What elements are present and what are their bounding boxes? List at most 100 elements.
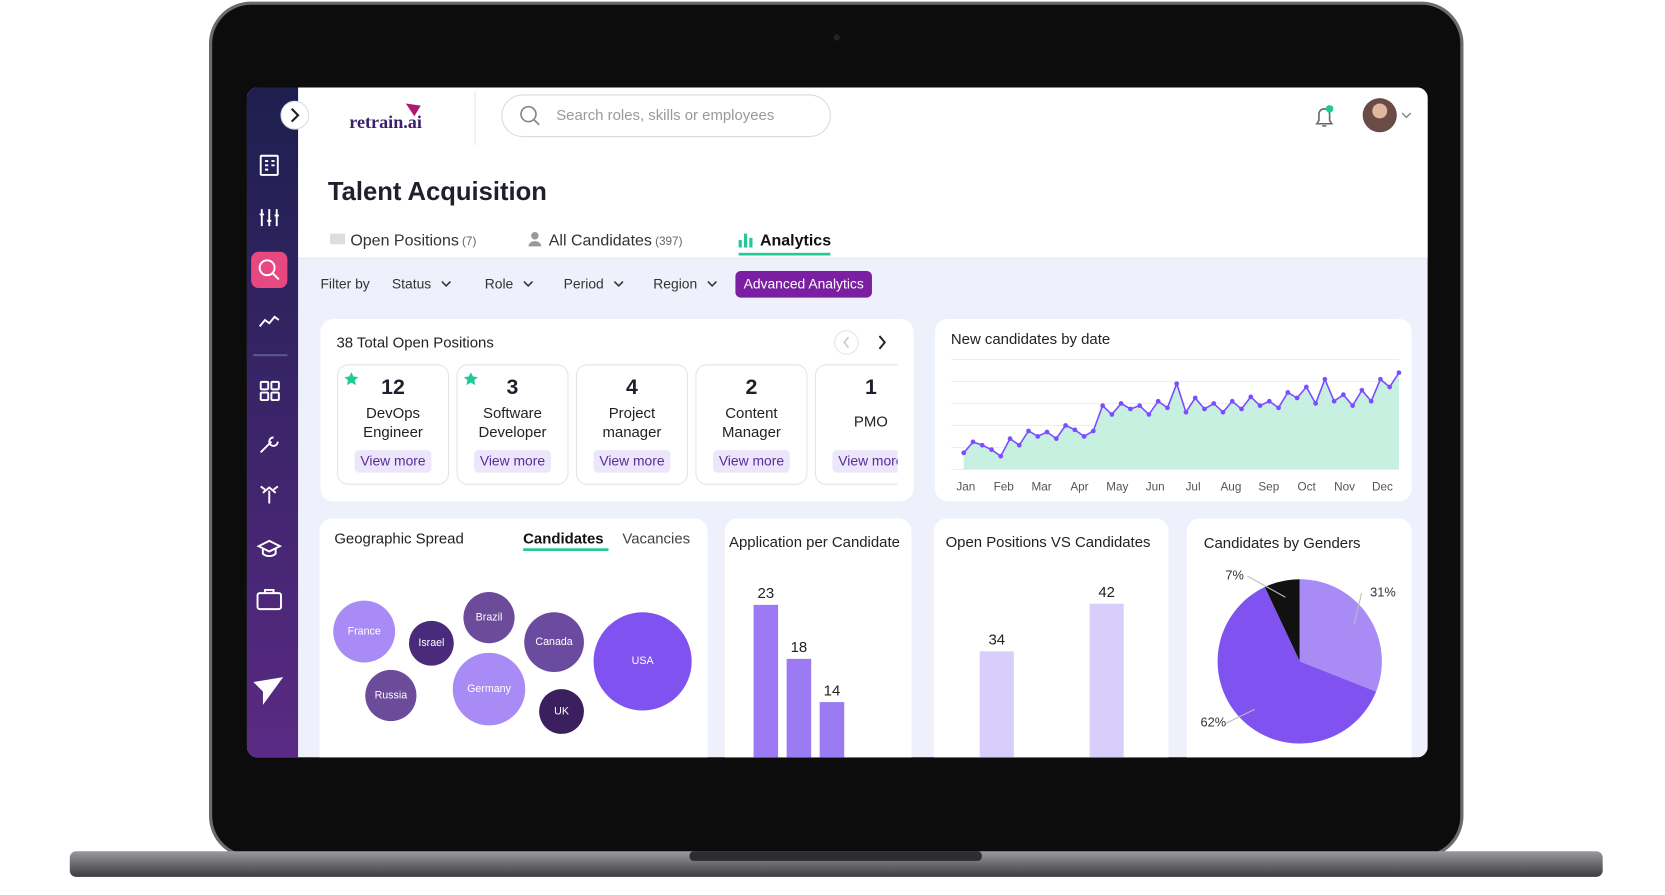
logo: retrain.ai (349, 112, 422, 132)
point (1007, 436, 1013, 441)
position-role: Project (609, 405, 656, 422)
avatar-menu[interactable] (1401, 112, 1412, 119)
position-count: 1 (865, 375, 877, 399)
prev-button[interactable] (834, 330, 859, 355)
x-tick-label: Feb (994, 481, 1015, 494)
chart-title: Application per Candidate (729, 534, 900, 551)
chart-title: Open Positions VS Candidates (946, 534, 1151, 551)
point (1359, 387, 1365, 393)
point (1091, 428, 1096, 434)
bar (753, 604, 779, 758)
tab-label[interactable]: Analytics (760, 232, 831, 249)
next-button[interactable] (878, 335, 887, 350)
expand-button[interactable] (280, 100, 310, 130)
point (1257, 403, 1263, 408)
point (1229, 398, 1235, 404)
point (1387, 384, 1393, 390)
point (1100, 403, 1105, 408)
notification-icon[interactable] (1315, 108, 1334, 127)
point (1350, 403, 1355, 408)
point (1322, 376, 1328, 382)
bubble (539, 689, 584, 734)
laptop-notch (689, 851, 982, 861)
position-role: Engineer (363, 424, 423, 441)
chevron-icon (523, 281, 534, 288)
pie-label: 31% (1370, 584, 1396, 599)
star-icon (463, 372, 478, 386)
view-more-label: View more (599, 453, 665, 469)
point (1053, 436, 1059, 441)
x-tick-label: Sep (1258, 481, 1279, 494)
point (970, 439, 976, 445)
search-box[interactable] (501, 94, 831, 138)
x-tick-label: Nov (1334, 481, 1355, 494)
point (1174, 381, 1180, 387)
position-count: 4 (626, 375, 638, 399)
point (1016, 442, 1022, 448)
point (1341, 392, 1346, 398)
point (1146, 412, 1152, 417)
bubble-label: UK (554, 705, 569, 717)
point (1239, 406, 1244, 412)
advanced-analytics-button[interactable] (735, 270, 872, 298)
bubble (452, 652, 526, 726)
bar (786, 658, 812, 758)
positions-title: 38 Total Open Positions (336, 334, 493, 351)
chevron-icon (613, 281, 624, 288)
pie-label: 7% (1225, 567, 1244, 582)
view-more-button[interactable] (354, 450, 432, 473)
leader-line (1225, 708, 1255, 724)
point (1183, 409, 1189, 415)
geo-tab[interactable]: Vacancies (622, 531, 690, 548)
x-tick-label: Dec (1372, 481, 1393, 494)
point (998, 453, 1004, 459)
view-more-button[interactable] (474, 450, 551, 473)
x-tick-label: Jun (1146, 481, 1165, 494)
view-more-label: View more (360, 453, 426, 469)
tab-label[interactable]: Open Positions (350, 232, 459, 249)
bar-label: 14 (824, 682, 841, 699)
bubble (409, 620, 454, 666)
position-role: Software (483, 405, 542, 422)
bar-label: 42 (1098, 584, 1115, 601)
point (961, 450, 967, 456)
geo-tab[interactable]: Candidates (523, 531, 603, 548)
filter-option[interactable]: Region (653, 275, 697, 291)
view-more-button[interactable] (593, 450, 671, 473)
bubble-label: Germany (467, 683, 511, 695)
view-more-label: View more (838, 453, 904, 469)
point (1026, 428, 1031, 434)
point (1202, 406, 1207, 412)
bubble-label: Brazil (476, 611, 503, 623)
bubble (593, 612, 692, 711)
leader-line (1247, 575, 1286, 598)
view-more-label: View more (719, 453, 785, 469)
prev-icon (843, 336, 850, 349)
x-tick-label: Mar (1031, 481, 1051, 494)
camera (833, 34, 840, 41)
point (1081, 434, 1087, 439)
x-tick-label: May (1106, 481, 1128, 494)
view-more-button[interactable] (832, 450, 910, 473)
tab-label[interactable]: All Candidates (549, 232, 652, 249)
x-tick-label: Aug (1221, 481, 1242, 494)
filter-option[interactable]: Period (564, 275, 604, 291)
point (1294, 395, 1300, 401)
filter-option[interactable]: Role (485, 275, 514, 291)
position-count: 2 (745, 375, 757, 399)
point (1285, 390, 1291, 395)
view-more-label: View more (480, 453, 546, 469)
star-icon (344, 372, 359, 386)
tab-icon (531, 232, 539, 240)
chart-title: Candidates by Genders (1204, 535, 1361, 552)
tab-icon (528, 241, 542, 247)
filter-option[interactable]: Status (392, 275, 431, 291)
position-role: Manager (722, 424, 781, 441)
bubble (333, 600, 396, 663)
bar (1089, 603, 1124, 758)
open-vs-card (933, 518, 1169, 758)
view-more-button[interactable] (713, 450, 790, 473)
point (1303, 384, 1309, 390)
point (1211, 401, 1217, 406)
